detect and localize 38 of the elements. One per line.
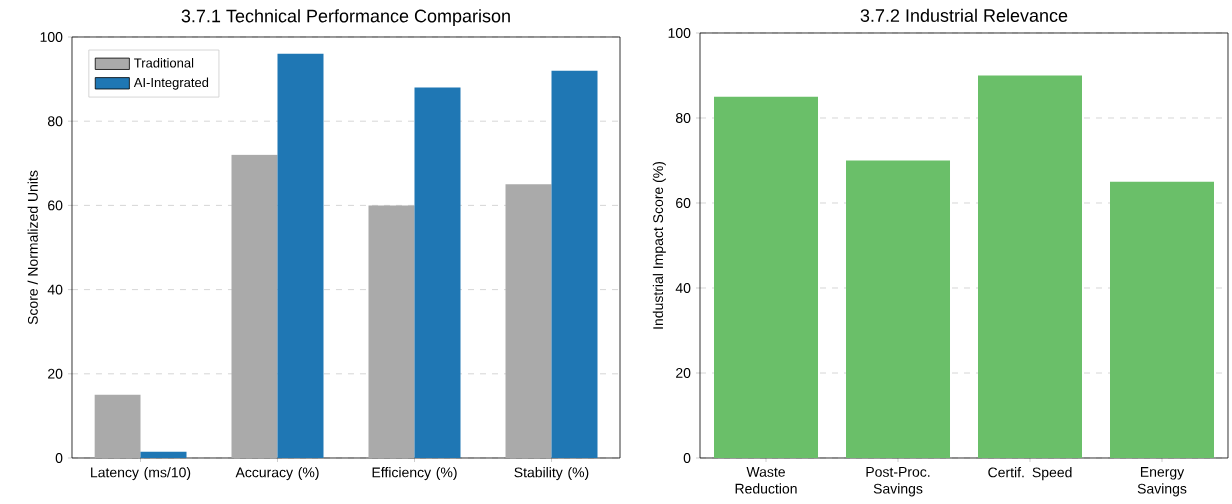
y-tick-label: 20 (676, 368, 691, 378)
bar (714, 96, 819, 458)
bar (978, 75, 1082, 458)
y-tick-label: 40 (675, 283, 691, 293)
bar (505, 184, 552, 458)
y-tick-label: 60 (48, 200, 63, 211)
bar (277, 53, 324, 458)
y-axis-title: Score / Normalized Units (27, 170, 38, 325)
y-tick-label: 100 (668, 28, 691, 38)
y-tick-label: 0 (55, 453, 63, 463)
x-tick-label: Efficiency (%) (372, 467, 457, 481)
x-tick-label: Latency (ms/10) (91, 467, 191, 481)
y-tick-label: 60 (676, 198, 691, 208)
bar (368, 205, 415, 458)
y-tick-label: 100 (40, 32, 63, 42)
bar (414, 87, 461, 458)
y-tick-label: 0 (683, 453, 691, 463)
legend-label: AI-Integrated (133, 77, 209, 90)
y-tick-label: 80 (675, 113, 691, 123)
bar (846, 160, 951, 458)
y-tick-label: 80 (47, 116, 63, 127)
bar (1110, 181, 1214, 458)
bar (94, 394, 141, 458)
x-tick-label: Stability (%) (514, 467, 589, 481)
x-tick-label: Post-Proc. Savings (866, 467, 930, 497)
x-tick-label: Waste Reduction (735, 467, 797, 494)
x-tick-label: Certif. Speed (988, 467, 1072, 481)
bar (231, 154, 278, 458)
x-tick-label: Accuracy (%) (235, 467, 319, 481)
bar (551, 70, 598, 458)
y-tick-label: 40 (47, 284, 63, 295)
bar (140, 451, 187, 458)
chart-title: 3.7.2 Industrial Relevance (860, 8, 1068, 22)
y-axis-title: Industrial Impact Score (%) (652, 161, 666, 329)
legend-label: Traditional (134, 58, 194, 68)
chart-title: 3.7.1 Technical Performance Comparison (181, 9, 510, 26)
y-tick-label: 20 (48, 368, 63, 379)
x-tick-label: Energy Savings (1137, 467, 1187, 497)
